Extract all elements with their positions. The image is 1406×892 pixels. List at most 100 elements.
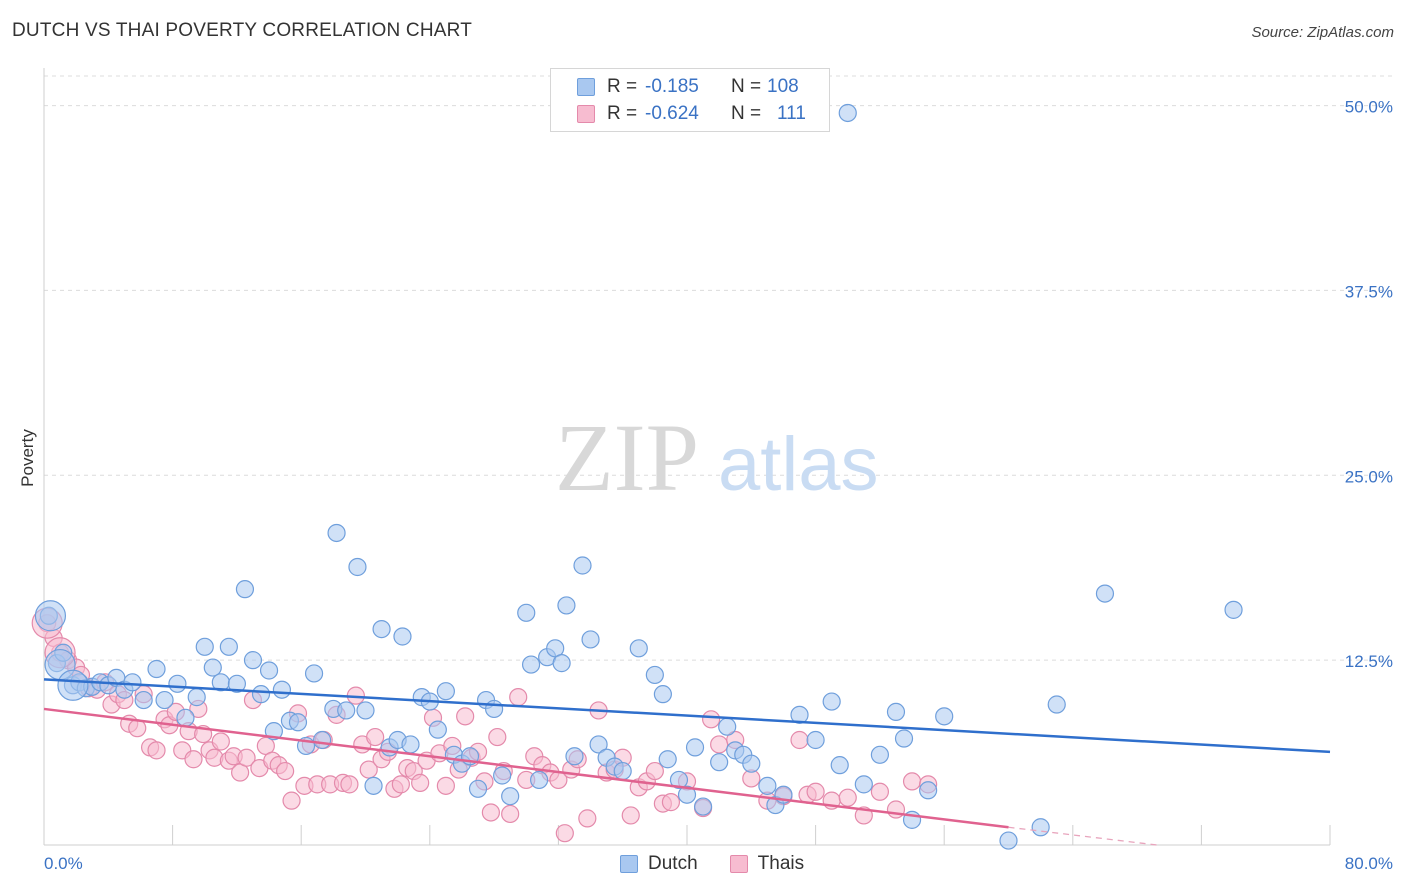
thais-point bbox=[282, 791, 301, 810]
dutch-point bbox=[919, 781, 938, 800]
thais-point bbox=[411, 773, 430, 792]
legend-item-thais[interactable]: Thais bbox=[729, 853, 805, 875]
dutch-trend-line bbox=[43, 678, 1331, 754]
dutch-point bbox=[235, 580, 255, 599]
legend-r-value: -0.185 bbox=[645, 76, 699, 97]
watermark-zip: ZIP bbox=[555, 404, 699, 511]
y-axis-label: Poverty bbox=[18, 429, 37, 487]
dutch-point bbox=[243, 651, 263, 670]
legend-n-label: N = bbox=[731, 103, 762, 124]
dutch-point bbox=[669, 770, 689, 790]
legend-swatch-dutch bbox=[620, 855, 638, 873]
y-tick-label: 12.5% bbox=[1345, 652, 1393, 671]
dutch-point bbox=[758, 776, 777, 795]
thais-point bbox=[359, 760, 378, 779]
dutch-point bbox=[393, 627, 412, 646]
thais-point bbox=[578, 809, 597, 828]
dutch-point bbox=[436, 682, 455, 701]
thais-point bbox=[481, 803, 500, 822]
x-tick-label-min: 0.0% bbox=[44, 854, 83, 873]
legend-label-dutch: Dutch bbox=[648, 853, 698, 874]
dutch-point bbox=[251, 685, 271, 704]
dutch-point bbox=[348, 557, 367, 577]
dutch-point bbox=[838, 103, 857, 123]
x-tick-label-max: 80.0% bbox=[1345, 854, 1393, 873]
dutch-point bbox=[134, 690, 153, 710]
dutch-point bbox=[613, 761, 632, 781]
y-tick-label: 25.0% bbox=[1345, 467, 1393, 486]
thais-point bbox=[661, 793, 681, 812]
dutch-point bbox=[629, 639, 648, 658]
chart-title: DUTCH VS THAI POVERTY CORRELATION CHART bbox=[12, 20, 473, 41]
dutch-point bbox=[304, 664, 324, 683]
dutch-point bbox=[485, 699, 504, 719]
dutch-point bbox=[999, 831, 1018, 850]
dutch-point bbox=[337, 701, 356, 720]
thais-point bbox=[211, 732, 230, 751]
dutch-point bbox=[653, 685, 672, 704]
thais-point bbox=[710, 735, 729, 754]
thais-point bbox=[509, 688, 528, 707]
thais-point bbox=[237, 748, 256, 767]
dutch-point bbox=[557, 596, 576, 615]
thais-point bbox=[621, 806, 640, 825]
thais-point bbox=[886, 800, 906, 819]
legend-swatch-thais bbox=[729, 855, 748, 873]
dutch-point bbox=[401, 735, 420, 754]
dutch-point bbox=[372, 619, 391, 639]
dutch-point bbox=[710, 753, 729, 772]
dutch-point bbox=[288, 713, 308, 732]
dutch-point bbox=[493, 766, 512, 785]
thais-point bbox=[838, 788, 857, 807]
thais-point bbox=[184, 750, 203, 769]
dutch-point bbox=[501, 787, 520, 806]
dutch-point bbox=[312, 730, 332, 750]
dutch-point bbox=[718, 717, 737, 736]
dutch-point bbox=[645, 665, 664, 685]
thais-point bbox=[790, 730, 809, 750]
thais-point bbox=[456, 707, 475, 726]
thais-point bbox=[366, 727, 385, 747]
dutch-point bbox=[935, 707, 954, 726]
dutch-point bbox=[123, 673, 142, 692]
dutch-point bbox=[155, 690, 174, 710]
dutch-point bbox=[589, 735, 608, 754]
thais-trend-line bbox=[43, 707, 1009, 829]
dutch-point bbox=[147, 659, 166, 679]
dutch-point bbox=[168, 674, 187, 693]
dutch-point bbox=[227, 674, 246, 693]
legend-r-label: R = bbox=[607, 76, 638, 97]
legend-r-label: R = bbox=[607, 103, 638, 124]
dutch-point bbox=[428, 720, 447, 739]
dutch-point bbox=[742, 754, 761, 773]
legend-swatch-dutch bbox=[577, 78, 595, 96]
dutch-point bbox=[658, 750, 677, 769]
correlation-legend: R = -0.185 N = 108 R = -0.624 N = 111 bbox=[550, 68, 830, 132]
trend-lines bbox=[43, 678, 1331, 846]
dutch-point bbox=[685, 738, 705, 757]
legend-label-thais: Thais bbox=[757, 853, 805, 874]
thais-point bbox=[436, 776, 455, 795]
legend-n-value: 108 bbox=[767, 76, 799, 97]
dutch-point bbox=[272, 680, 292, 699]
dutch-point-large bbox=[57, 669, 89, 701]
dutch-point bbox=[854, 775, 873, 794]
dutch-point bbox=[203, 658, 222, 677]
thais-point bbox=[645, 761, 664, 781]
dutch-point bbox=[530, 770, 549, 790]
dutch-point bbox=[521, 655, 541, 674]
thais-point bbox=[555, 824, 574, 843]
legend-item-dutch[interactable]: Dutch bbox=[620, 853, 698, 875]
dutch-point bbox=[356, 701, 375, 720]
dutch-point bbox=[822, 692, 841, 711]
thais-point bbox=[340, 775, 359, 794]
axes bbox=[43, 68, 1331, 846]
thais-point bbox=[902, 772, 922, 791]
watermark: ZIP atlas bbox=[555, 404, 879, 511]
dutch-point bbox=[581, 630, 600, 649]
dutch-point bbox=[830, 756, 849, 775]
thais-point bbox=[488, 727, 507, 747]
dutch-point bbox=[176, 708, 195, 727]
dutch-point bbox=[1224, 600, 1243, 619]
